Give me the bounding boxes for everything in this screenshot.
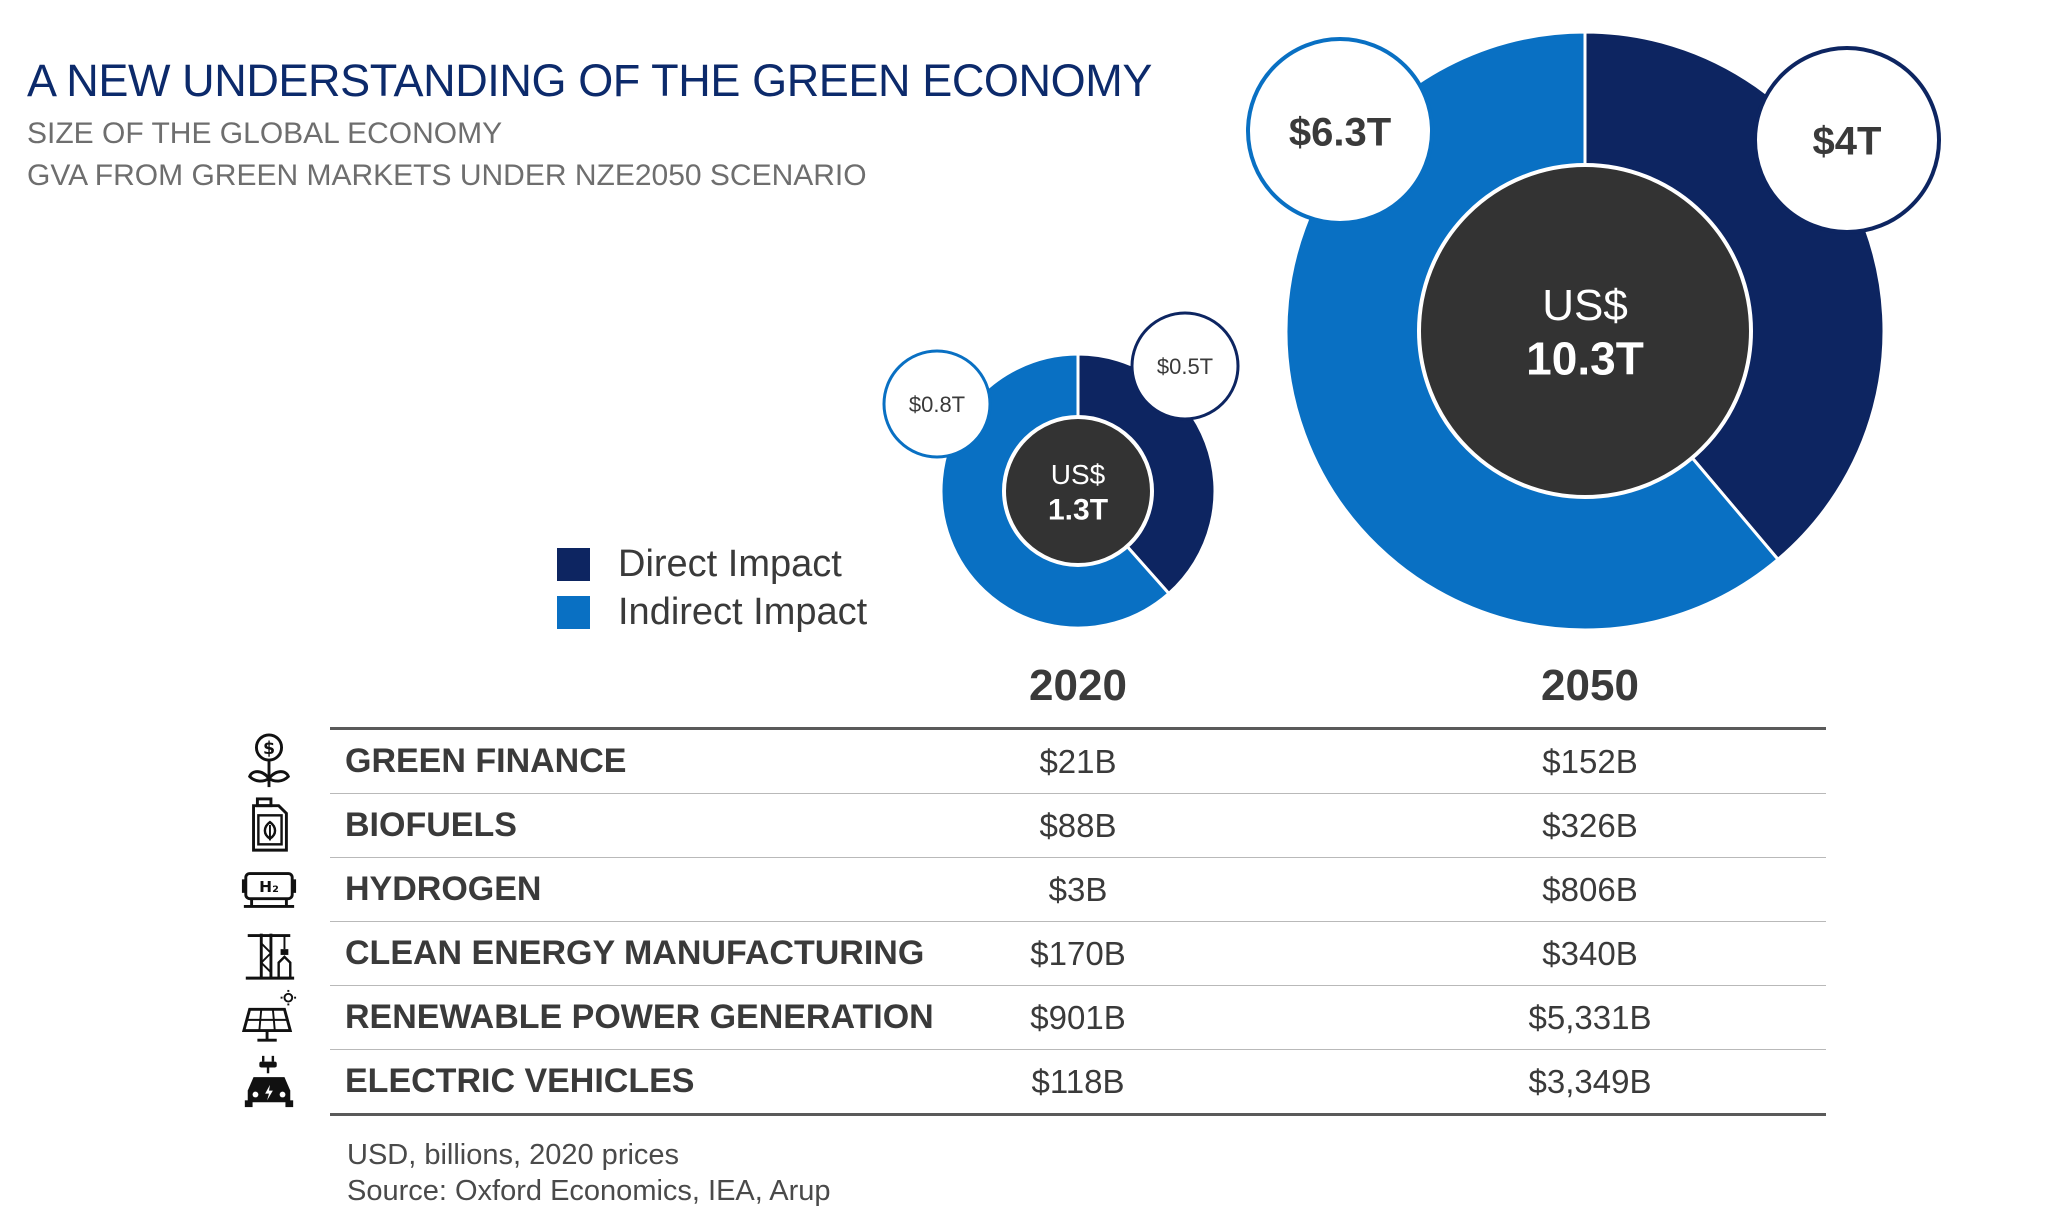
- solar-panel-icon: [241, 989, 297, 1042]
- biofuel-can-icon: [252, 797, 288, 852]
- legend-item-direct: Direct Impact: [557, 543, 842, 585]
- cell-2050: $326B: [1542, 807, 1638, 844]
- row-label: HYDROGEN: [345, 870, 542, 908]
- cell-2020: $3B: [1048, 871, 1108, 908]
- subtitle-gva-scenario: GVA FROM GREEN MARKETS UNDER NZE2050 SCE…: [27, 159, 867, 192]
- label-bubble-direct-impact-2050: [1753, 46, 1941, 234]
- data-label-indirect-impact-2020: $0.8T: [909, 392, 965, 417]
- data-label-direct-impact-2020: $0.5T: [1157, 354, 1213, 379]
- svg-text:$: $: [263, 739, 275, 759]
- cell-2020: $170B: [1030, 935, 1126, 972]
- donut-charts: US$1.3T$0.5T$0.8T US$10.3T$4T$6.3T: [882, 30, 1941, 632]
- center-label-currency-2050: US$: [1542, 281, 1628, 330]
- note-source: Source: Oxford Economics, IEA, Arup: [347, 1175, 831, 1207]
- label-bubble-indirect-impact-2020: [882, 349, 992, 459]
- cell-2050: $340B: [1542, 935, 1638, 972]
- donut-center-2020: [1002, 415, 1154, 567]
- cell-2050: $806B: [1542, 871, 1638, 908]
- center-label-currency-2020: US$: [1051, 459, 1106, 490]
- row-label: GREEN FINANCE: [345, 742, 627, 780]
- center-label-total-2020: 1.3T: [1048, 494, 1108, 527]
- label-bubble-direct-impact-2020: [1130, 311, 1240, 421]
- table-row-clean-energy-manufacturing: CLEAN ENERGY MANUFACTURING $170B $340B: [245, 922, 1826, 986]
- column-header-2050: 2050: [1541, 661, 1639, 710]
- legend-item-indirect: Indirect Impact: [557, 591, 867, 633]
- legend-swatch-indirect: [557, 595, 590, 629]
- table-row-green-finance: $ GREEN FINANCE $21B $152B: [248, 730, 1826, 794]
- green-markets-table: $ GREEN FINANCE $21B $152B BIOFUELS $88B…: [241, 727, 1826, 1116]
- hydrogen-tank-icon: H₂: [241, 872, 297, 908]
- legend-label-direct: Direct Impact: [618, 542, 842, 585]
- svg-text:H₂: H₂: [259, 878, 279, 896]
- column-header-2020: 2020: [1029, 661, 1127, 710]
- label-bubble-indirect-impact-2050: [1246, 37, 1434, 225]
- factory-crane-icon: [245, 933, 295, 980]
- donut-2020: US$ 1.3T $0.5T $0.8T: [882, 311, 1240, 630]
- electric-car-icon: [244, 1055, 294, 1108]
- cell-2020: $88B: [1039, 807, 1117, 844]
- row-label: CLEAN ENERGY MANUFACTURING: [345, 934, 925, 972]
- cell-2020: $118B: [1031, 1063, 1125, 1100]
- row-label: RENEWABLE POWER GENERATION: [345, 998, 934, 1036]
- table-row-renewable-power-generation: RENEWABLE POWER GENERATION $901B $5,331B: [241, 986, 1826, 1050]
- cell-2020: $901B: [1030, 999, 1126, 1036]
- note-units: USD, billions, 2020 prices: [347, 1139, 680, 1171]
- row-label: BIOFUELS: [345, 806, 517, 844]
- chart-title: A NEW UNDERSTANDING OF THE GREEN ECONOMY: [27, 55, 1152, 106]
- table-row-electric-vehicles: ELECTRIC VEHICLES $118B $3,349B: [244, 1050, 1826, 1113]
- cell-2020: $21B: [1039, 743, 1117, 780]
- table-row-hydrogen: H₂ HYDROGEN $3B $806B: [241, 858, 1826, 922]
- cell-2050: $152B: [1542, 743, 1638, 780]
- donut-center-2050: [1417, 163, 1753, 499]
- legend-label-indirect: Indirect Impact: [618, 590, 868, 633]
- legend-swatch-direct: [557, 547, 590, 581]
- subtitle-global-economy: SIZE OF THE GLOBAL ECONOMY: [27, 117, 503, 150]
- row-label: ELECTRIC VEHICLES: [345, 1062, 695, 1100]
- table-row-biofuels: BIOFUELS $88B $326B: [252, 794, 1826, 858]
- cell-2050: $5,331B: [1528, 999, 1652, 1036]
- money-plant-icon: $: [248, 733, 290, 788]
- center-label-total-2050: 10.3T: [1526, 333, 1644, 385]
- donut-2050: US$10.3T $4T $6.3T: [1246, 30, 1941, 632]
- data-label-direct-impact-2050: $4T: [1813, 119, 1882, 163]
- data-label-indirect-impact-2050: $6.3T: [1289, 110, 1391, 154]
- cell-2050: $3,349B: [1528, 1063, 1652, 1100]
